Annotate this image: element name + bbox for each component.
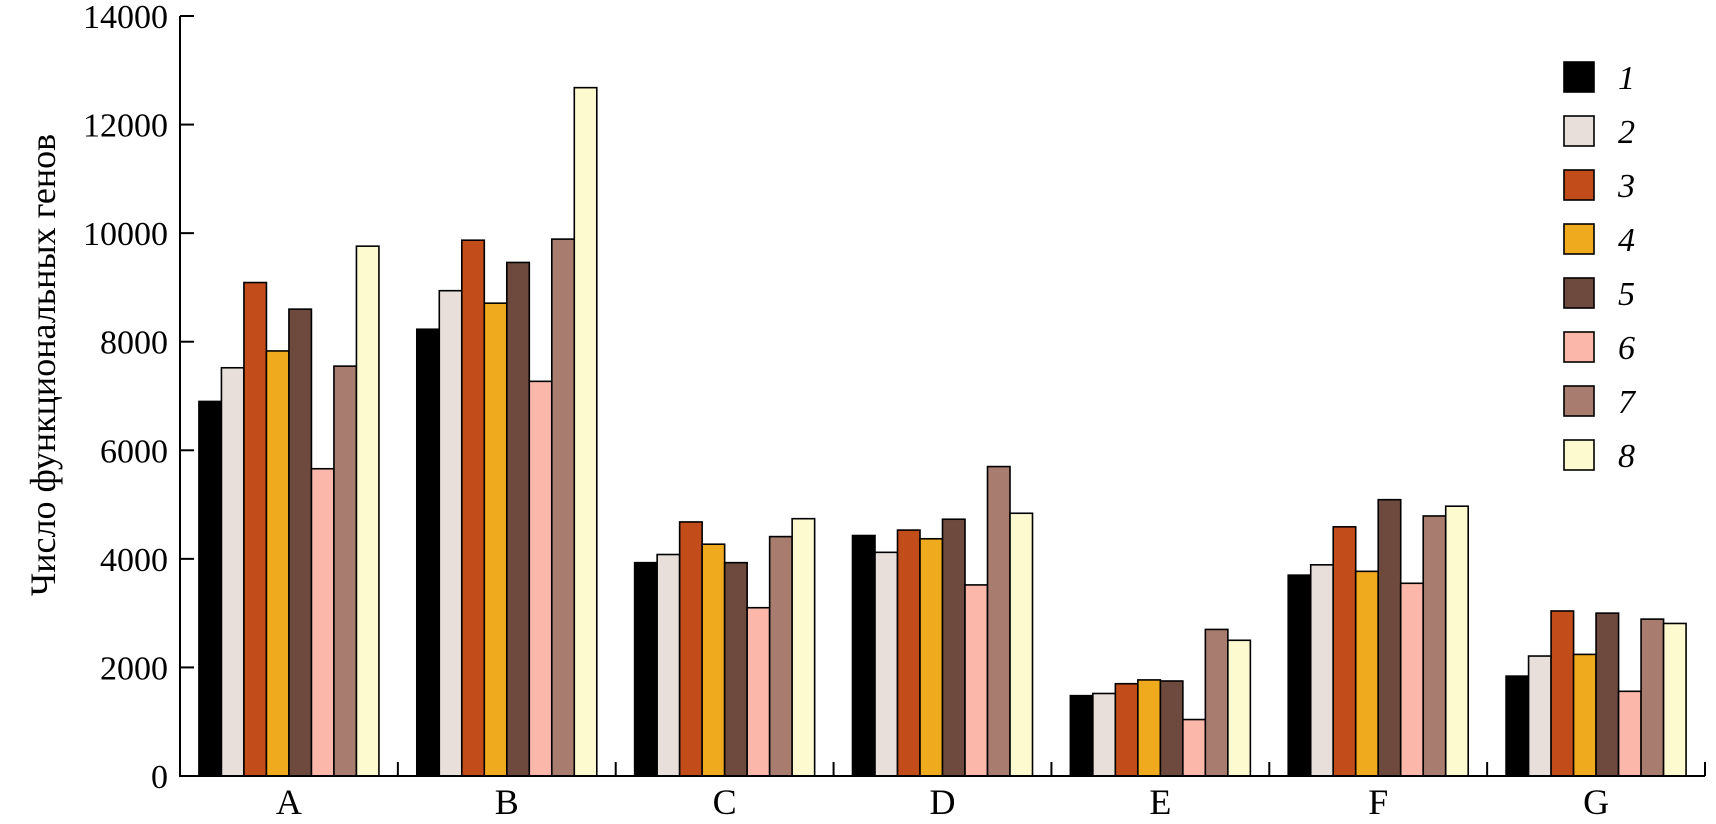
bar-C-8 [791, 517, 816, 777]
legend-label-8: 8 [1618, 438, 1635, 475]
bar-G-6 [1617, 690, 1642, 777]
bar-G-2 [1527, 655, 1552, 777]
legend-swatch-7 [1563, 385, 1595, 417]
bar-G-8 [1662, 622, 1687, 777]
category-label-A: A [276, 782, 302, 822]
bar-B-5 [505, 261, 531, 777]
bar-G-1 [1505, 675, 1530, 777]
bar-C-4 [701, 543, 726, 777]
bar-D-1 [851, 534, 876, 777]
legend: 1 2 3 4 5 6 7 8 [1563, 60, 1637, 475]
bar-E-5 [1159, 680, 1184, 777]
bar-E-7 [1204, 628, 1229, 777]
bar-E-3 [1114, 682, 1139, 777]
bar-G-4 [1572, 653, 1597, 777]
axes-group: 0 2000 4000 6000 8000 10000 12000 14000 A B C D E F G [83, 0, 1706, 822]
bar-A-1 [198, 400, 223, 777]
bar-E-1 [1069, 694, 1094, 777]
bar-A-8 [355, 245, 380, 777]
bar-F-2 [1309, 564, 1335, 777]
bar-F-8 [1444, 505, 1470, 777]
legend-label-2: 2 [1618, 114, 1635, 151]
bar-F-1 [1287, 574, 1312, 777]
bar-A-6 [310, 467, 335, 777]
legend-swatch-2 [1563, 115, 1595, 147]
legend-label-1: 1 [1618, 60, 1635, 97]
category-label-F: F [1368, 782, 1388, 822]
legend-swatch-5 [1563, 277, 1595, 309]
y-axis-title: Число функциональных генов [23, 134, 63, 596]
bar-A-3 [243, 281, 268, 777]
y-tick-label: 2000 [100, 650, 168, 687]
bar-B-7 [550, 238, 576, 777]
bar-E-6 [1182, 718, 1207, 777]
legend-label-3: 3 [1617, 168, 1635, 205]
bar-D-5 [941, 518, 966, 777]
y-tick-label: 0 [151, 759, 168, 796]
bar-A-2 [220, 366, 245, 777]
y-tick-label: 12000 [83, 108, 168, 145]
y-tick-label: 8000 [100, 325, 168, 362]
bar-E-2 [1092, 692, 1117, 777]
bar-A-4 [265, 350, 290, 777]
bar-E-8 [1227, 639, 1252, 777]
category-label-C: C [713, 782, 737, 822]
legend-swatch-4 [1563, 223, 1595, 255]
bar-D-7 [986, 465, 1011, 777]
bar-D-3 [896, 529, 921, 777]
legend-label-5: 5 [1618, 276, 1635, 313]
bar-C-5 [723, 561, 748, 777]
y-tick-label: 4000 [100, 542, 168, 579]
y-tick-label: 6000 [100, 433, 168, 470]
bar-B-1 [415, 328, 441, 777]
category-label-G: G [1583, 782, 1609, 822]
bar-D-4 [919, 537, 944, 777]
legend-swatch-6 [1563, 331, 1595, 363]
bar-C-2 [656, 553, 681, 777]
bar-G-7 [1640, 618, 1665, 777]
bar-G-5 [1595, 612, 1620, 777]
bar-E-4 [1137, 679, 1162, 777]
bar-D-6 [964, 584, 989, 777]
legend-label-6: 6 [1618, 330, 1635, 367]
bar-G-3 [1550, 610, 1575, 777]
bar-C-3 [678, 521, 703, 777]
bar-B-4 [483, 302, 508, 777]
bar-B-2 [438, 289, 463, 777]
legend-swatch-1 [1563, 61, 1595, 93]
legend-label-7: 7 [1618, 384, 1637, 421]
bar-F-5 [1377, 498, 1402, 777]
bar-B-8 [573, 86, 598, 777]
bar-B-3 [460, 239, 486, 777]
bar-B-6 [528, 380, 553, 777]
legend-swatch-8 [1563, 439, 1595, 471]
legend-swatch-3 [1563, 169, 1595, 201]
bar-F-6 [1399, 582, 1425, 777]
bar-D-8 [1009, 512, 1034, 777]
category-label-B: B [495, 782, 519, 822]
legend-label-4: 4 [1618, 222, 1635, 259]
y-tick-label: 14000 [83, 0, 168, 36]
bar-F-7 [1422, 515, 1447, 777]
bar-F-4 [1354, 570, 1380, 777]
bar-F-3 [1332, 526, 1357, 777]
category-label-D: D [930, 782, 956, 822]
bar-A-7 [333, 365, 358, 777]
bar-D-2 [874, 551, 899, 777]
y-tick-label: 10000 [83, 216, 168, 253]
bar-C-6 [746, 606, 771, 777]
bar-C-7 [768, 535, 793, 777]
bars-group [198, 86, 1687, 777]
bar-C-1 [633, 561, 658, 777]
category-label-E: E [1149, 782, 1171, 822]
bar-A-5 [288, 308, 313, 777]
